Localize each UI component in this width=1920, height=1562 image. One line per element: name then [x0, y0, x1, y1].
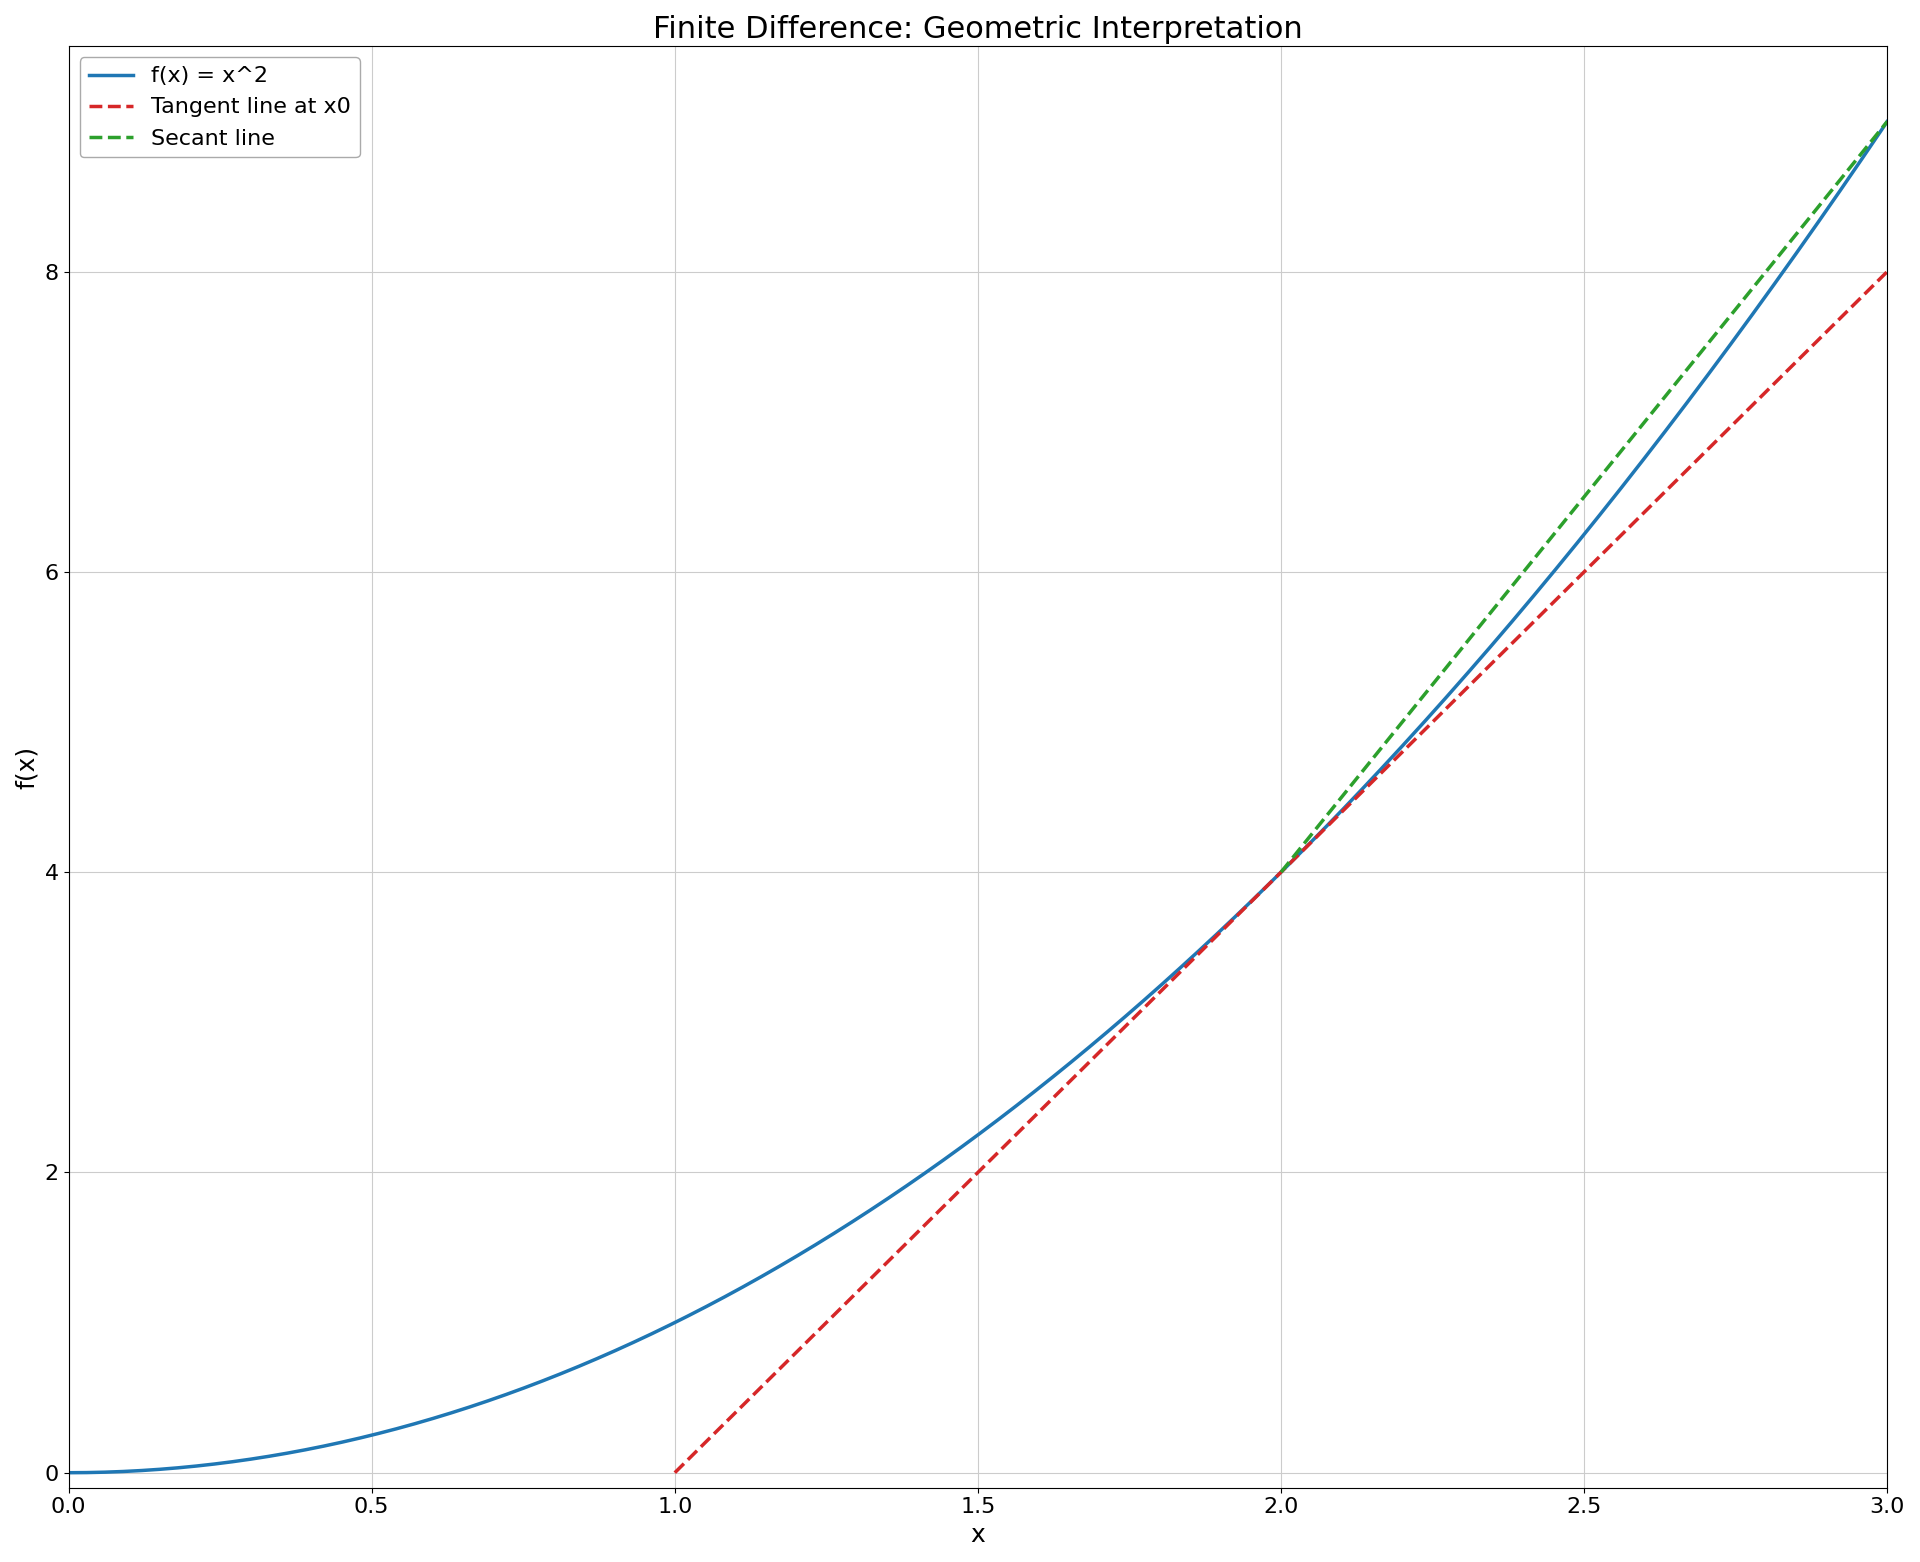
- f(x) = x^2: [922, 1159, 945, 1178]
- f(x) = x^2: [1876, 112, 1899, 131]
- Secant line: [1780, 230, 1803, 248]
- Tangent line at x0: [1380, 753, 1404, 772]
- Secant line: [1640, 403, 1663, 422]
- f(x) = x^2: [58, 1464, 81, 1482]
- f(x) = x^2: [1548, 556, 1571, 575]
- X-axis label: x: x: [970, 1523, 985, 1546]
- Line: f(x) = x^2: f(x) = x^2: [69, 122, 1887, 1473]
- Secant line: [1271, 861, 1294, 879]
- f(x) = x^2: [931, 1151, 954, 1170]
- Tangent line at x0: [1384, 748, 1407, 767]
- f(x) = x^2: [1140, 984, 1164, 1003]
- Tangent line at x0: [662, 1464, 685, 1482]
- Line: Secant line: Secant line: [1281, 122, 1887, 872]
- Legend: f(x) = x^2, Tangent line at x0, Secant line: f(x) = x^2, Tangent line at x0, Secant l…: [79, 58, 359, 158]
- Secant line: [1269, 862, 1292, 881]
- Secant line: [1818, 183, 1841, 201]
- Secant line: [1876, 112, 1899, 131]
- Y-axis label: f(x): f(x): [15, 745, 38, 789]
- Secant line: [1628, 419, 1651, 437]
- Secant line: [1630, 415, 1653, 434]
- Tangent line at x0: [1763, 375, 1786, 394]
- f(x) = x^2: [1832, 177, 1855, 195]
- f(x) = x^2: [1041, 1068, 1064, 1087]
- Line: Tangent line at x0: Tangent line at x0: [674, 272, 1887, 1473]
- Tangent line at x0: [1686, 451, 1709, 470]
- Tangent line at x0: [1876, 262, 1899, 281]
- Title: Finite Difference: Geometric Interpretation: Finite Difference: Geometric Interpretat…: [653, 16, 1304, 44]
- Tangent line at x0: [1405, 728, 1428, 747]
- Tangent line at x0: [668, 1459, 691, 1478]
